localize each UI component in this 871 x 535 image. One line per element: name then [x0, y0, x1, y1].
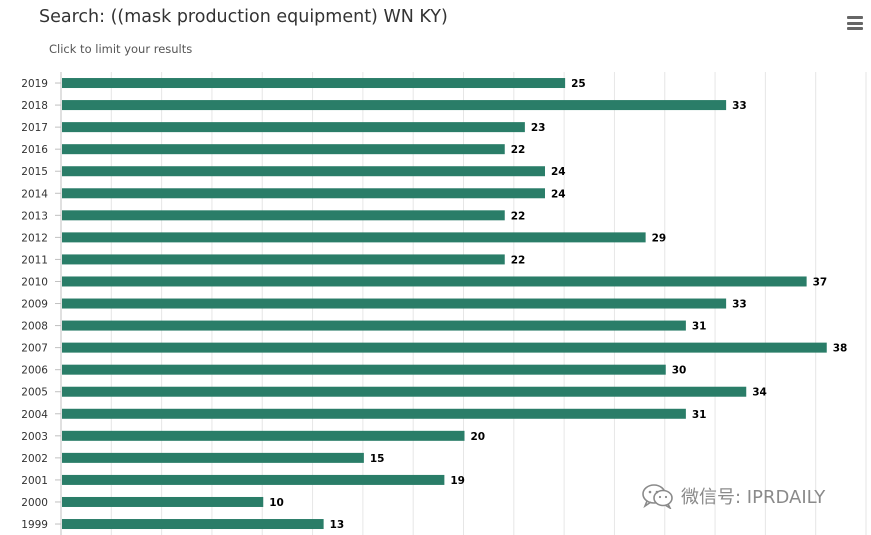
- bar: [62, 408, 686, 419]
- tick-label: 2013: [21, 210, 48, 222]
- tick-label: 1999: [21, 519, 48, 531]
- data-label: 15: [370, 453, 385, 465]
- watermark-text: 微信号: IPRDAILY: [681, 487, 826, 508]
- data-label: 25: [571, 78, 586, 90]
- tick-label: 2001: [21, 475, 48, 487]
- tick-label: 2014: [21, 188, 48, 200]
- bar: [62, 210, 505, 221]
- bar: [62, 364, 666, 375]
- bar: [62, 298, 727, 309]
- tick-label: 2006: [21, 365, 48, 377]
- data-label: 19: [450, 475, 465, 487]
- data-label: 23: [531, 122, 546, 134]
- bar: [62, 78, 566, 89]
- bars: [62, 78, 827, 530]
- data-label: 24: [551, 188, 566, 200]
- bar: [62, 452, 364, 463]
- bar: [62, 276, 807, 287]
- bar: [62, 122, 525, 133]
- chart-title: Search: ((mask production equipment) WN …: [39, 7, 448, 27]
- category-axis: 2019 2018 2017 2016 2015 2014 2013 2012 2011 2010…: [21, 72, 62, 535]
- data-label: 38: [833, 343, 848, 355]
- tick-label: 2010: [21, 276, 48, 288]
- data-label: 30: [672, 365, 687, 377]
- bar: [62, 232, 646, 243]
- data-label: 20: [471, 431, 486, 443]
- tick-label: 2007: [21, 343, 48, 355]
- data-label: 13: [330, 519, 345, 531]
- tick-label: 2015: [21, 166, 48, 178]
- tick-label: 2018: [21, 100, 48, 112]
- chart-subtitle-link[interactable]: Click to limit your results: [49, 42, 193, 56]
- bar: [62, 320, 686, 331]
- bar: [62, 188, 545, 199]
- data-label: 34: [752, 387, 767, 399]
- bar: [62, 166, 545, 177]
- data-label: 33: [732, 100, 747, 112]
- tick-label: 2008: [21, 321, 48, 333]
- tick-label: 2016: [21, 144, 48, 156]
- hamburger-menu-icon[interactable]: [844, 13, 866, 33]
- data-labels: 25 33 23 22 24 24 22 29 22 37 33 31 38 30 34 31 20 15 19 10…: [269, 78, 847, 531]
- tick-label: 2000: [21, 497, 48, 509]
- bar: [62, 496, 264, 507]
- bar: [62, 342, 827, 353]
- tick-label: 2019: [21, 78, 48, 90]
- bar: [62, 100, 727, 111]
- bar: [62, 144, 505, 155]
- tick-label: 2011: [21, 254, 48, 266]
- tick-label: 2012: [21, 232, 48, 244]
- data-label: 31: [692, 321, 707, 333]
- data-label: 24: [551, 166, 566, 178]
- tick-label: 2005: [21, 387, 48, 399]
- bar: [62, 430, 465, 441]
- data-label: 22: [511, 144, 526, 156]
- data-label: 31: [692, 409, 707, 421]
- bar: [62, 474, 445, 485]
- data-label: 10: [269, 497, 284, 509]
- tick-label: 2017: [21, 122, 48, 134]
- data-label: 33: [732, 299, 747, 311]
- data-label: 37: [813, 276, 828, 288]
- bar: [62, 386, 747, 397]
- bar: [62, 254, 505, 265]
- tick-label: 2003: [21, 431, 48, 443]
- bar: [62, 519, 324, 530]
- tick-label: 2002: [21, 453, 48, 465]
- data-label: 22: [511, 210, 526, 222]
- data-label: 22: [511, 254, 526, 266]
- watermark: 微信号: IPRDAILY: [641, 483, 825, 509]
- wechat-icon: [642, 484, 673, 509]
- data-label: 29: [652, 232, 667, 244]
- tick-label: 2009: [21, 299, 48, 311]
- tick-label: 2004: [21, 409, 48, 421]
